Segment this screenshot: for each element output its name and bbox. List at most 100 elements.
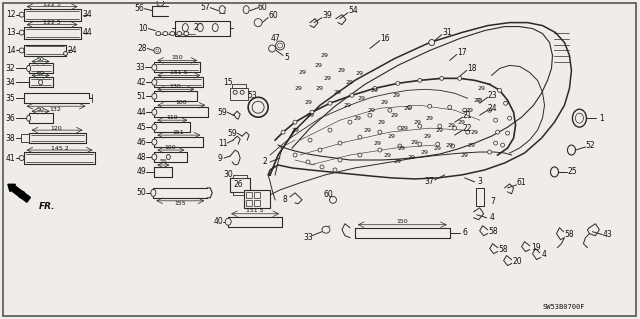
Text: 21: 21 (463, 111, 472, 120)
Text: 1: 1 (599, 114, 604, 123)
Ellipse shape (438, 124, 442, 128)
Ellipse shape (197, 24, 204, 32)
Text: 15: 15 (223, 78, 233, 87)
Ellipse shape (308, 138, 312, 142)
Text: 40: 40 (213, 217, 223, 226)
Text: 29: 29 (374, 141, 382, 145)
Text: 38: 38 (6, 134, 15, 143)
Text: 17: 17 (457, 48, 467, 57)
Text: 29: 29 (458, 120, 466, 125)
Text: 55: 55 (253, 200, 263, 209)
Ellipse shape (248, 97, 268, 117)
Text: 29: 29 (394, 160, 402, 165)
Ellipse shape (38, 80, 43, 85)
Text: 52: 52 (586, 141, 595, 150)
Text: 41: 41 (6, 153, 15, 162)
Ellipse shape (388, 108, 392, 112)
Ellipse shape (333, 168, 337, 172)
Text: 29: 29 (314, 63, 322, 68)
Text: 50: 50 (36, 107, 45, 112)
Text: 29: 29 (420, 150, 429, 154)
Bar (246, 200, 252, 206)
Ellipse shape (418, 78, 422, 82)
Ellipse shape (358, 135, 362, 139)
Text: 50: 50 (36, 71, 45, 76)
Text: 122 5: 122 5 (43, 2, 60, 7)
Ellipse shape (498, 88, 502, 92)
Text: 151: 151 (173, 130, 184, 135)
Text: 60: 60 (257, 3, 267, 12)
Ellipse shape (322, 226, 330, 233)
Text: 5: 5 (285, 53, 289, 62)
Ellipse shape (328, 128, 332, 132)
Text: 29: 29 (401, 126, 409, 131)
Text: 29: 29 (426, 116, 434, 121)
Ellipse shape (350, 93, 354, 97)
Text: 27: 27 (193, 23, 203, 32)
Bar (246, 192, 252, 198)
Text: 132: 132 (50, 107, 61, 112)
Text: 39: 39 (322, 11, 332, 20)
Ellipse shape (398, 144, 402, 148)
Bar (233, 175, 247, 178)
Text: 29: 29 (358, 96, 366, 101)
Ellipse shape (152, 139, 157, 145)
Text: 29: 29 (294, 86, 302, 91)
Text: 100: 100 (164, 145, 176, 150)
Text: 50: 50 (36, 57, 45, 62)
Ellipse shape (328, 101, 332, 105)
Text: 32: 32 (6, 64, 15, 73)
Ellipse shape (418, 124, 422, 128)
Ellipse shape (429, 40, 435, 46)
Bar (20, 134, 29, 142)
Ellipse shape (156, 49, 159, 52)
Text: 43: 43 (602, 230, 612, 239)
Ellipse shape (152, 124, 157, 130)
Text: 24: 24 (68, 46, 77, 55)
Bar (244, 190, 270, 208)
Ellipse shape (338, 141, 342, 145)
Text: 58: 58 (499, 245, 508, 254)
Ellipse shape (358, 153, 362, 157)
Text: 16: 16 (380, 34, 390, 43)
Text: 29: 29 (393, 93, 401, 98)
Ellipse shape (575, 113, 584, 123)
Text: 150: 150 (396, 219, 408, 224)
Text: 35: 35 (6, 94, 15, 103)
Bar (233, 192, 247, 195)
Text: 29: 29 (461, 152, 468, 158)
Ellipse shape (163, 32, 168, 35)
Text: 29: 29 (354, 116, 362, 121)
Ellipse shape (398, 126, 402, 130)
Ellipse shape (278, 43, 283, 48)
Ellipse shape (243, 6, 249, 14)
Ellipse shape (19, 12, 24, 17)
Text: 29: 29 (408, 154, 416, 160)
Text: 53: 53 (247, 91, 257, 100)
Text: 29: 29 (434, 145, 442, 151)
Ellipse shape (458, 76, 461, 80)
Text: 155: 155 (175, 201, 186, 206)
Ellipse shape (151, 189, 156, 196)
Text: 122 5: 122 5 (43, 20, 60, 25)
Ellipse shape (396, 81, 400, 85)
Ellipse shape (408, 105, 412, 109)
Text: 145 2: 145 2 (51, 145, 68, 151)
Text: 2: 2 (263, 158, 268, 167)
Ellipse shape (495, 130, 500, 134)
Ellipse shape (156, 32, 161, 35)
Text: 29: 29 (404, 106, 412, 111)
Text: 59: 59 (218, 108, 227, 117)
Ellipse shape (338, 158, 342, 162)
Text: 12: 12 (6, 10, 15, 19)
Text: 29: 29 (344, 103, 352, 108)
Text: 6: 6 (462, 228, 467, 237)
Ellipse shape (330, 196, 337, 203)
Text: 29: 29 (334, 90, 342, 95)
Text: 29: 29 (356, 71, 364, 76)
Text: 4: 4 (542, 250, 547, 259)
Ellipse shape (452, 126, 457, 130)
Bar (230, 178, 250, 192)
Ellipse shape (572, 109, 586, 127)
Ellipse shape (276, 41, 285, 50)
